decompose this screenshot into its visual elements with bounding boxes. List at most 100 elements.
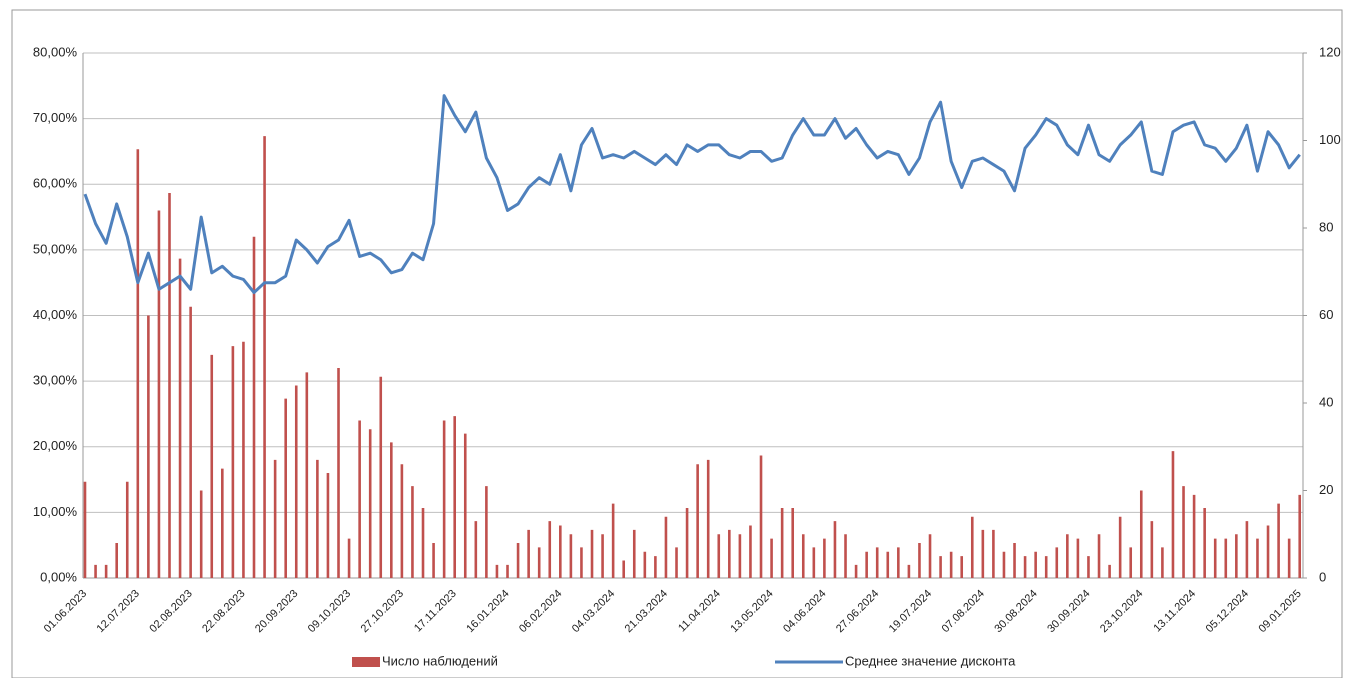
- bar: [94, 564, 97, 578]
- bar: [1129, 547, 1133, 578]
- x-tick-label: 09.10.2023: [306, 588, 353, 635]
- bar: [918, 543, 921, 578]
- bar: [611, 503, 615, 578]
- bar: [104, 564, 108, 578]
- bar: [844, 534, 847, 578]
- bar: [1097, 534, 1101, 578]
- bar: [559, 525, 562, 578]
- bar: [1266, 525, 1270, 578]
- x-tick-label: 13.11.2024: [1151, 588, 1198, 635]
- bar: [1245, 521, 1249, 578]
- y-tick-label: 0,00%: [40, 569, 77, 584]
- x-tick-label: 20.09.2023: [253, 588, 300, 635]
- bar: [960, 556, 964, 578]
- x-tick-label: 12.07.2023: [95, 588, 142, 635]
- bar: [506, 564, 509, 578]
- bar: [833, 521, 837, 578]
- y-tick-label: 50,00%: [33, 241, 78, 256]
- bar: [854, 564, 858, 578]
- bar: [273, 459, 277, 578]
- x-tick-label: 30.09.2024: [1045, 588, 1092, 635]
- bar: [875, 547, 879, 578]
- y-tick-label: 80,00%: [33, 44, 78, 59]
- bar: [897, 547, 900, 578]
- line: [83, 94, 1301, 295]
- bar: [316, 459, 319, 578]
- bar: [263, 136, 266, 578]
- bar: [770, 538, 773, 578]
- bar: [147, 315, 150, 578]
- x-tick-label: 04.06.2024: [781, 588, 828, 635]
- y2-tick-label: 80: [1319, 219, 1333, 234]
- x-tick-label: 16.01.2024: [464, 588, 511, 635]
- bar: [115, 543, 118, 578]
- bar: [168, 193, 171, 578]
- bar: [453, 416, 456, 578]
- y-tick-label: 10,00%: [33, 504, 78, 519]
- bar: [495, 564, 499, 578]
- bar: [1213, 538, 1217, 578]
- bar: [368, 429, 372, 578]
- y2-tick-label: 40: [1319, 394, 1333, 409]
- bar: [992, 529, 995, 578]
- bar: [1118, 516, 1122, 578]
- y2-tick-label: 0: [1319, 569, 1326, 584]
- bar: [1192, 494, 1196, 578]
- bar: [949, 551, 953, 578]
- bar: [759, 455, 763, 578]
- x-tick-label: 02.08.2023: [147, 588, 194, 635]
- y2-tick-label: 20: [1319, 482, 1333, 497]
- bar: [1055, 547, 1059, 578]
- x-tick-label: 01.06.2023: [42, 588, 89, 635]
- bar: [548, 521, 552, 578]
- bar: [326, 473, 330, 578]
- bar: [400, 464, 404, 578]
- x-tick-label: 19.07.2024: [887, 588, 934, 635]
- bar: [1287, 538, 1291, 578]
- bar: [886, 551, 890, 578]
- y2-tick-label: 100: [1319, 132, 1341, 147]
- bar: [242, 341, 245, 578]
- x-tick-label: 06.02.2024: [517, 588, 564, 635]
- x-tick-label: 23.10.2024: [1098, 588, 1145, 635]
- bar: [1224, 538, 1228, 578]
- bar: [654, 556, 657, 578]
- bar: [1066, 534, 1069, 578]
- bar: [136, 149, 140, 578]
- legend-label: Среднее значение дисконта: [845, 653, 1016, 668]
- bar: [463, 433, 467, 578]
- bar: [189, 306, 192, 578]
- bar: [1023, 556, 1027, 578]
- bar: [706, 459, 710, 578]
- bar: [580, 547, 583, 578]
- bar: [632, 529, 636, 578]
- bar: [432, 543, 435, 578]
- bar: [1108, 564, 1111, 578]
- x-tick-label: 17.11.2023: [412, 588, 459, 635]
- bar: [675, 547, 678, 578]
- bar: [1171, 451, 1175, 578]
- bar: [812, 547, 816, 578]
- bar: [537, 547, 541, 578]
- bar: [284, 398, 287, 578]
- bar: [685, 508, 689, 578]
- bar: [1182, 486, 1185, 578]
- bar: [411, 486, 414, 578]
- bar: [442, 420, 446, 578]
- bar: [569, 534, 573, 578]
- bar: [210, 354, 214, 578]
- bar: [474, 521, 478, 578]
- bar: [1235, 534, 1238, 578]
- bar: [157, 210, 161, 578]
- bar: [1256, 538, 1259, 578]
- bar: [970, 516, 974, 578]
- bar: [305, 372, 309, 578]
- bar: [791, 508, 795, 578]
- bar: [590, 529, 594, 578]
- bar: [252, 236, 256, 578]
- bar: [1161, 547, 1164, 578]
- bar: [1087, 556, 1090, 578]
- bar: [231, 346, 235, 578]
- bar: [1150, 521, 1154, 578]
